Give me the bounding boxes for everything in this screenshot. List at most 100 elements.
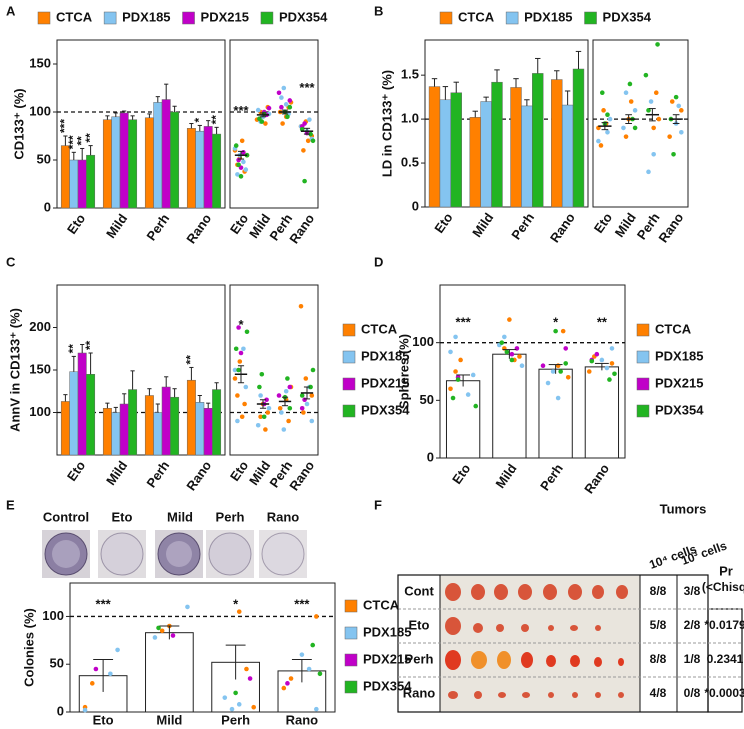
table-title: Tumors bbox=[660, 501, 707, 516]
data-point bbox=[257, 384, 262, 390]
data-point bbox=[627, 81, 633, 87]
data-point bbox=[499, 340, 505, 345]
data-point bbox=[236, 702, 242, 707]
significance: *** bbox=[233, 103, 249, 118]
data-point bbox=[277, 405, 283, 411]
significance: ** bbox=[83, 340, 97, 350]
tumor bbox=[570, 625, 578, 631]
data-point bbox=[238, 350, 244, 356]
x-tick-label: Eto bbox=[449, 461, 473, 487]
x-tick-label: Mild bbox=[103, 458, 130, 488]
data-point bbox=[301, 410, 306, 415]
data-point bbox=[648, 99, 654, 104]
data-point bbox=[599, 90, 605, 96]
y-tick-label: 50 bbox=[420, 392, 434, 407]
legend-swatch bbox=[636, 350, 650, 364]
significance: * bbox=[233, 596, 239, 611]
x-tick-label: Eto bbox=[93, 712, 114, 727]
bar bbox=[69, 371, 79, 456]
data-point bbox=[623, 90, 629, 96]
data-point bbox=[279, 104, 284, 110]
legend-label: CTCA bbox=[458, 9, 495, 24]
bar bbox=[532, 73, 544, 208]
data-point bbox=[238, 174, 244, 179]
bar bbox=[195, 130, 205, 209]
tumors bbox=[445, 583, 628, 699]
data-point bbox=[517, 354, 522, 359]
bar bbox=[170, 396, 180, 456]
plate-dish bbox=[52, 540, 80, 568]
legend-swatch bbox=[182, 11, 195, 25]
bar bbox=[60, 145, 70, 209]
data-point bbox=[504, 349, 510, 355]
row-label: Cont bbox=[404, 583, 434, 598]
data-point bbox=[679, 108, 684, 113]
significance: *** bbox=[456, 314, 472, 329]
data-point bbox=[287, 104, 293, 110]
y-tick-label: 0 bbox=[427, 449, 434, 464]
tumor bbox=[518, 584, 532, 600]
data-point bbox=[276, 393, 282, 398]
tumor bbox=[616, 585, 628, 599]
tumor bbox=[618, 658, 624, 666]
bar bbox=[439, 99, 452, 208]
data-point bbox=[287, 98, 293, 103]
data-point bbox=[251, 704, 256, 710]
data-point bbox=[236, 325, 241, 330]
bar bbox=[77, 159, 87, 209]
y-tick-label: 100 bbox=[412, 334, 434, 349]
y-tick-label: 50 bbox=[50, 656, 64, 671]
plot-frame bbox=[69, 582, 336, 713]
data-point bbox=[241, 150, 246, 155]
significance: *** bbox=[96, 596, 112, 611]
data-point bbox=[553, 328, 558, 334]
bar bbox=[153, 102, 163, 209]
data-point bbox=[239, 414, 245, 420]
data-point bbox=[283, 388, 289, 394]
data-point bbox=[156, 625, 161, 631]
significance: ** bbox=[597, 314, 608, 329]
data-point bbox=[261, 414, 267, 420]
data-point bbox=[309, 418, 315, 424]
data-point bbox=[314, 706, 319, 712]
y-axis-label: CD133⁺ (%) bbox=[11, 88, 26, 159]
data-point bbox=[287, 405, 293, 411]
significance: *** bbox=[66, 135, 80, 149]
data-point bbox=[185, 604, 190, 610]
plot-frame bbox=[592, 39, 689, 208]
plot-frame bbox=[229, 39, 319, 209]
data-point bbox=[232, 376, 238, 381]
column-header: (<Chisq) bbox=[702, 580, 744, 594]
legend-swatch bbox=[37, 11, 51, 25]
significance: *** bbox=[299, 80, 315, 95]
legend-label: PDX354 bbox=[603, 9, 652, 24]
data-point bbox=[82, 707, 88, 713]
tumor bbox=[474, 691, 482, 699]
bar bbox=[491, 81, 503, 208]
data-point bbox=[470, 372, 476, 378]
data-point bbox=[589, 358, 595, 364]
legend-swatch bbox=[260, 11, 274, 25]
data-point bbox=[458, 357, 463, 363]
bar bbox=[561, 104, 574, 208]
data-point bbox=[676, 103, 682, 109]
tumor bbox=[498, 692, 506, 698]
data-point bbox=[285, 681, 290, 686]
x-tick-label: Rano bbox=[547, 210, 578, 245]
data-point bbox=[236, 367, 241, 373]
legend-label: PDX215 bbox=[655, 375, 703, 390]
data-point bbox=[545, 380, 551, 386]
data-point bbox=[308, 131, 313, 137]
significance: *** bbox=[294, 596, 310, 611]
data-point bbox=[259, 119, 265, 124]
data-point bbox=[679, 129, 684, 135]
plate-dish bbox=[166, 541, 192, 567]
bar bbox=[102, 408, 112, 456]
data-point bbox=[598, 143, 604, 148]
data-point bbox=[229, 706, 235, 712]
legend-label: PDX215 bbox=[361, 375, 409, 390]
data-point bbox=[255, 422, 261, 428]
data-point bbox=[283, 102, 289, 107]
significance: *** bbox=[58, 119, 72, 133]
